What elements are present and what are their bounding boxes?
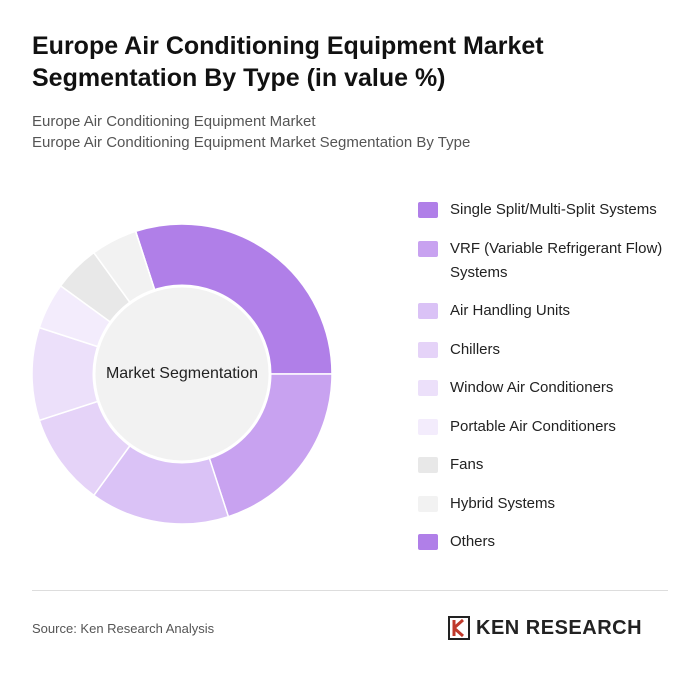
- legend-label: Fans: [450, 456, 484, 473]
- legend-item: Window Air Conditioners: [418, 376, 678, 400]
- legend-swatch: [418, 341, 438, 358]
- legend-swatch: [418, 303, 438, 319]
- chart: Market Segmentation: [31, 223, 333, 525]
- legend-label: Single Split/Multi-Split Systems: [450, 201, 657, 218]
- legend-swatch: [418, 202, 438, 218]
- legend-label: Others: [450, 533, 496, 550]
- legend-label: Air Handling Units: [450, 302, 571, 319]
- legend-item: Portable Air Conditioners: [418, 415, 678, 439]
- legend-swatch: [418, 534, 438, 550]
- subtitle: Europe Air Conditioning Equipment Market…: [32, 134, 471, 151]
- legend-swatch: [418, 380, 438, 396]
- logo: KEN RESEARCH: [448, 616, 642, 640]
- legend-swatch: [418, 240, 438, 257]
- legend-label: Portable Air Conditioners: [450, 417, 616, 435]
- legend-item: Single Split/Multi-Split Systems: [418, 198, 678, 222]
- legend-item: Others: [418, 530, 678, 554]
- logo-text: KEN RESEARCH: [476, 616, 643, 639]
- legend-item: VRF (Variable Refrigerant Flow) Systems: [418, 237, 678, 285]
- source: Source: Ken Research Analysis: [32, 621, 215, 636]
- logo-icon: [448, 616, 470, 640]
- legend-item: Fans: [418, 453, 678, 477]
- legend-label: Hybrid Systems: [450, 494, 556, 512]
- chart-title: Europe Air Conditioning Equipment Market…: [32, 32, 544, 92]
- legend-item: Hybrid Systems: [418, 492, 678, 516]
- legend-swatch: [418, 418, 438, 435]
- legend-swatch: [418, 457, 438, 473]
- legend: Single Split/Multi-Split Systems VRF (Var…: [418, 198, 678, 569]
- center-label: Market Segmentation: [106, 365, 258, 382]
- subtitle: Europe Air Conditioning Equipment Market: [32, 113, 316, 130]
- legend-item: Air Handling Units: [418, 299, 678, 323]
- legend-label: VRF (Variable Refrigerant Flow) Systems: [450, 239, 663, 281]
- legend-item: Chillers: [418, 338, 678, 362]
- legend-label: Chillers: [450, 340, 501, 358]
- legend-swatch: [418, 495, 438, 512]
- legend-label: Window Air Conditioners: [450, 379, 614, 396]
- donut-hole: [92, 284, 272, 464]
- divider: [32, 590, 668, 591]
